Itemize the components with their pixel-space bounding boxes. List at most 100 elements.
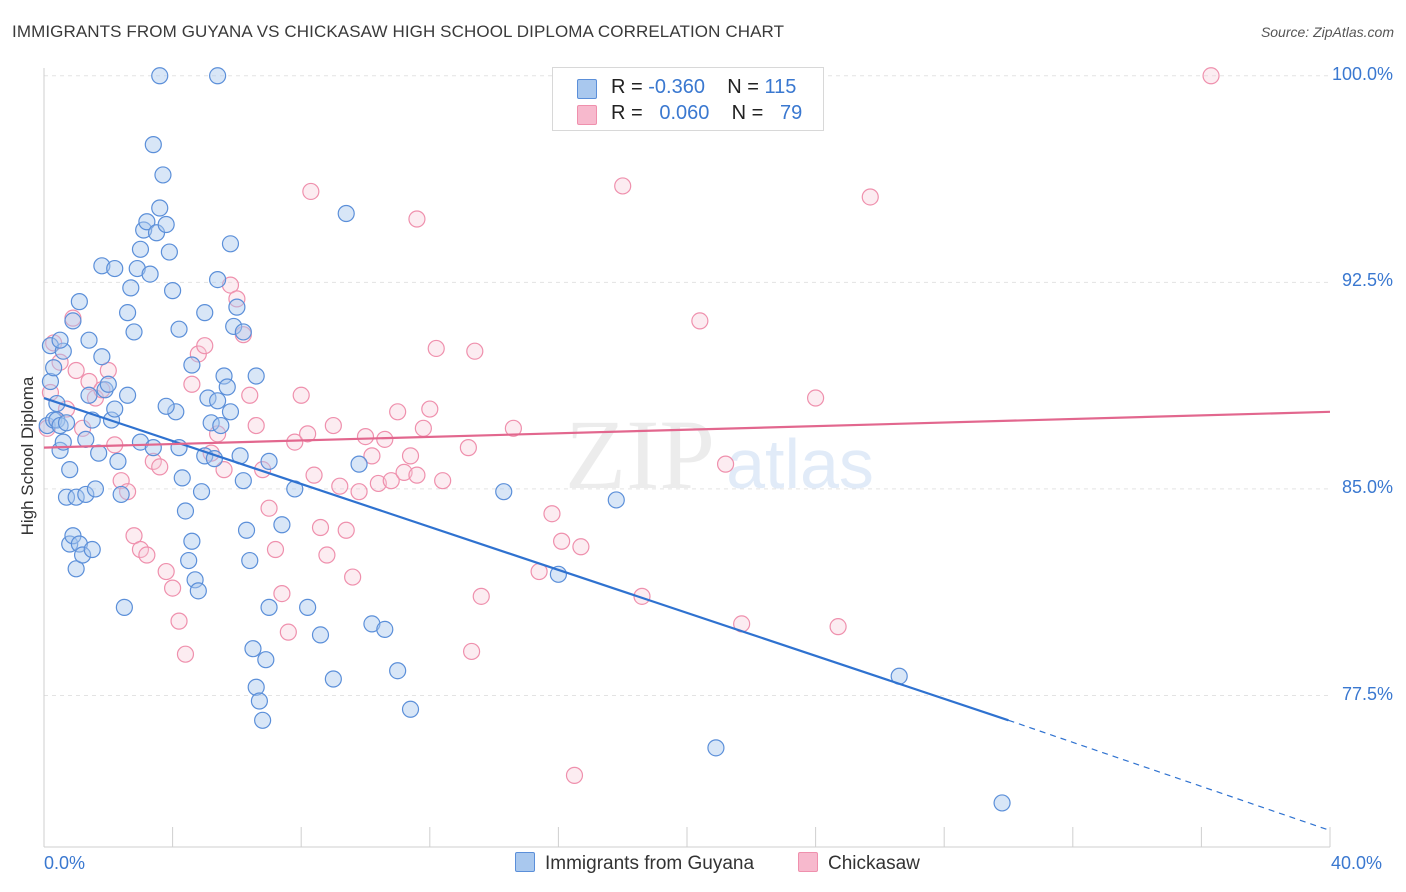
- chickasaw-point: [221, 276, 240, 294]
- guyana-point: [234, 323, 252, 341]
- chickasaw-point: [344, 568, 362, 586]
- trend-lines: [43, 396, 1331, 832]
- chickasaw-point: [151, 458, 169, 476]
- guyana-point: [118, 304, 137, 322]
- chickasaw-point: [302, 182, 320, 201]
- legend-n-label: N =: [731, 102, 769, 124]
- guyana-point: [257, 651, 275, 669]
- guyana-point: [363, 615, 381, 633]
- guyana-point: [607, 491, 625, 509]
- series-legend: Immigrants from Guyana Chickasaw: [0, 852, 1406, 878]
- guyana-point: [77, 430, 95, 448]
- guyana-point: [96, 381, 114, 399]
- chickasaw-point: [572, 538, 590, 556]
- guyana-point: [202, 414, 220, 432]
- guyana-point: [118, 386, 137, 404]
- legend-item-chickasaw[interactable]: Chickasaw: [798, 852, 920, 875]
- guyana-point: [241, 551, 259, 570]
- guyana-point: [106, 259, 124, 278]
- guyana-point: [128, 259, 146, 278]
- x-tick-label-max: 40.0%: [1331, 853, 1383, 873]
- legend-r-value-guyana: -0.360: [648, 76, 705, 98]
- source-label: Source: ZipAtlas.com: [1260, 24, 1394, 40]
- legend-swatch-guyana: [515, 852, 535, 872]
- chickasaw-point: [215, 461, 233, 479]
- guyana-point: [170, 320, 188, 338]
- watermark-zip: ZIP: [565, 399, 715, 510]
- guyana-point: [250, 692, 269, 710]
- guyana-point: [189, 582, 207, 600]
- guyana-point: [93, 348, 111, 366]
- guyana-point: [86, 480, 105, 498]
- chickasaw-point: [337, 521, 355, 539]
- chickasaw-point: [389, 403, 407, 421]
- chickasaw-point: [466, 342, 484, 360]
- watermark-atlas: atlas: [726, 425, 874, 503]
- y-tick-label: 92.5%: [1341, 270, 1393, 291]
- guyana-point: [350, 455, 368, 473]
- guyana-point: [218, 378, 236, 396]
- guyana-point: [244, 640, 262, 658]
- chickasaw-point: [543, 505, 561, 523]
- y-axis-title: High School Diploma: [18, 376, 37, 536]
- guyana-point: [212, 416, 230, 435]
- legend-n-value-chickasaw: 79: [780, 102, 803, 124]
- guyana-point: [154, 166, 172, 184]
- x-tick-label-min: 0.0%: [44, 853, 86, 873]
- legend-swatch-guyana: [577, 79, 597, 99]
- chickasaw-point: [99, 361, 117, 380]
- guyana-point: [112, 485, 130, 504]
- chickasaw-point: [414, 419, 432, 437]
- guyana-point: [324, 670, 342, 688]
- chickasaw-point: [421, 400, 439, 418]
- guyana-point: [176, 502, 195, 520]
- guyana-point: [57, 414, 76, 432]
- guyana-point: [54, 342, 72, 360]
- guyana-point: [401, 700, 420, 718]
- chickasaw-point: [504, 419, 522, 437]
- series-chickasaw-points: [38, 67, 1220, 784]
- guyana-point: [209, 392, 227, 410]
- guyana-point: [183, 532, 201, 550]
- guyana-point: [199, 389, 217, 407]
- guyana-point: [196, 304, 214, 322]
- guyana-point: [337, 204, 355, 223]
- guyana-point: [495, 483, 513, 501]
- chickasaw-point: [829, 618, 847, 636]
- legend-n-label: N =: [727, 76, 765, 98]
- guyana-point: [225, 317, 243, 336]
- guyana-trend-line: [43, 396, 1009, 722]
- guyana-point: [237, 521, 256, 539]
- guyana-point: [260, 452, 278, 470]
- chickasaw-point: [614, 177, 632, 195]
- guyana-point: [109, 452, 127, 470]
- guyana-point: [125, 323, 143, 341]
- guyana-point: [180, 551, 198, 570]
- legend-item-guyana[interactable]: Immigrants from Guyana: [515, 852, 754, 875]
- chickasaw-point: [241, 386, 259, 404]
- chickasaw-point: [806, 389, 825, 407]
- guyana-point: [61, 461, 79, 479]
- guyana-point: [67, 488, 85, 506]
- chickasaw-point: [356, 427, 375, 446]
- guyana-point: [57, 488, 76, 506]
- guyana-point: [183, 356, 201, 374]
- guyana-point: [160, 243, 178, 261]
- guyana-point: [164, 282, 182, 300]
- chickasaw-point: [565, 766, 584, 784]
- chickasaw-point: [459, 439, 477, 457]
- guyana-point: [196, 447, 214, 465]
- guyana-point: [157, 397, 175, 415]
- guyana-point: [83, 540, 101, 559]
- guyana-point: [228, 298, 246, 316]
- guyana-point: [376, 620, 394, 639]
- chickasaw-point: [80, 372, 98, 391]
- guyana-point: [260, 598, 278, 616]
- legend-swatch-chickasaw: [577, 105, 597, 125]
- chickasaw-point: [138, 546, 156, 564]
- guyana-point: [151, 199, 169, 217]
- legend-label-guyana: Immigrants from Guyana: [545, 853, 755, 874]
- chickasaw-point: [395, 463, 413, 482]
- y-tick-label: 77.5%: [1341, 683, 1393, 704]
- chickasaw-point: [363, 447, 381, 465]
